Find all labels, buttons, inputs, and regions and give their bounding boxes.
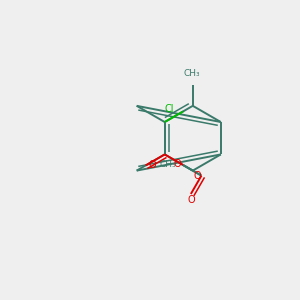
Text: Cl: Cl <box>164 104 174 114</box>
Text: CH₃: CH₃ <box>184 69 200 78</box>
Text: CH₃: CH₃ <box>160 160 177 169</box>
Text: O: O <box>148 160 156 170</box>
Text: O: O <box>173 159 181 170</box>
Text: O: O <box>194 171 201 181</box>
Text: O: O <box>188 196 195 206</box>
